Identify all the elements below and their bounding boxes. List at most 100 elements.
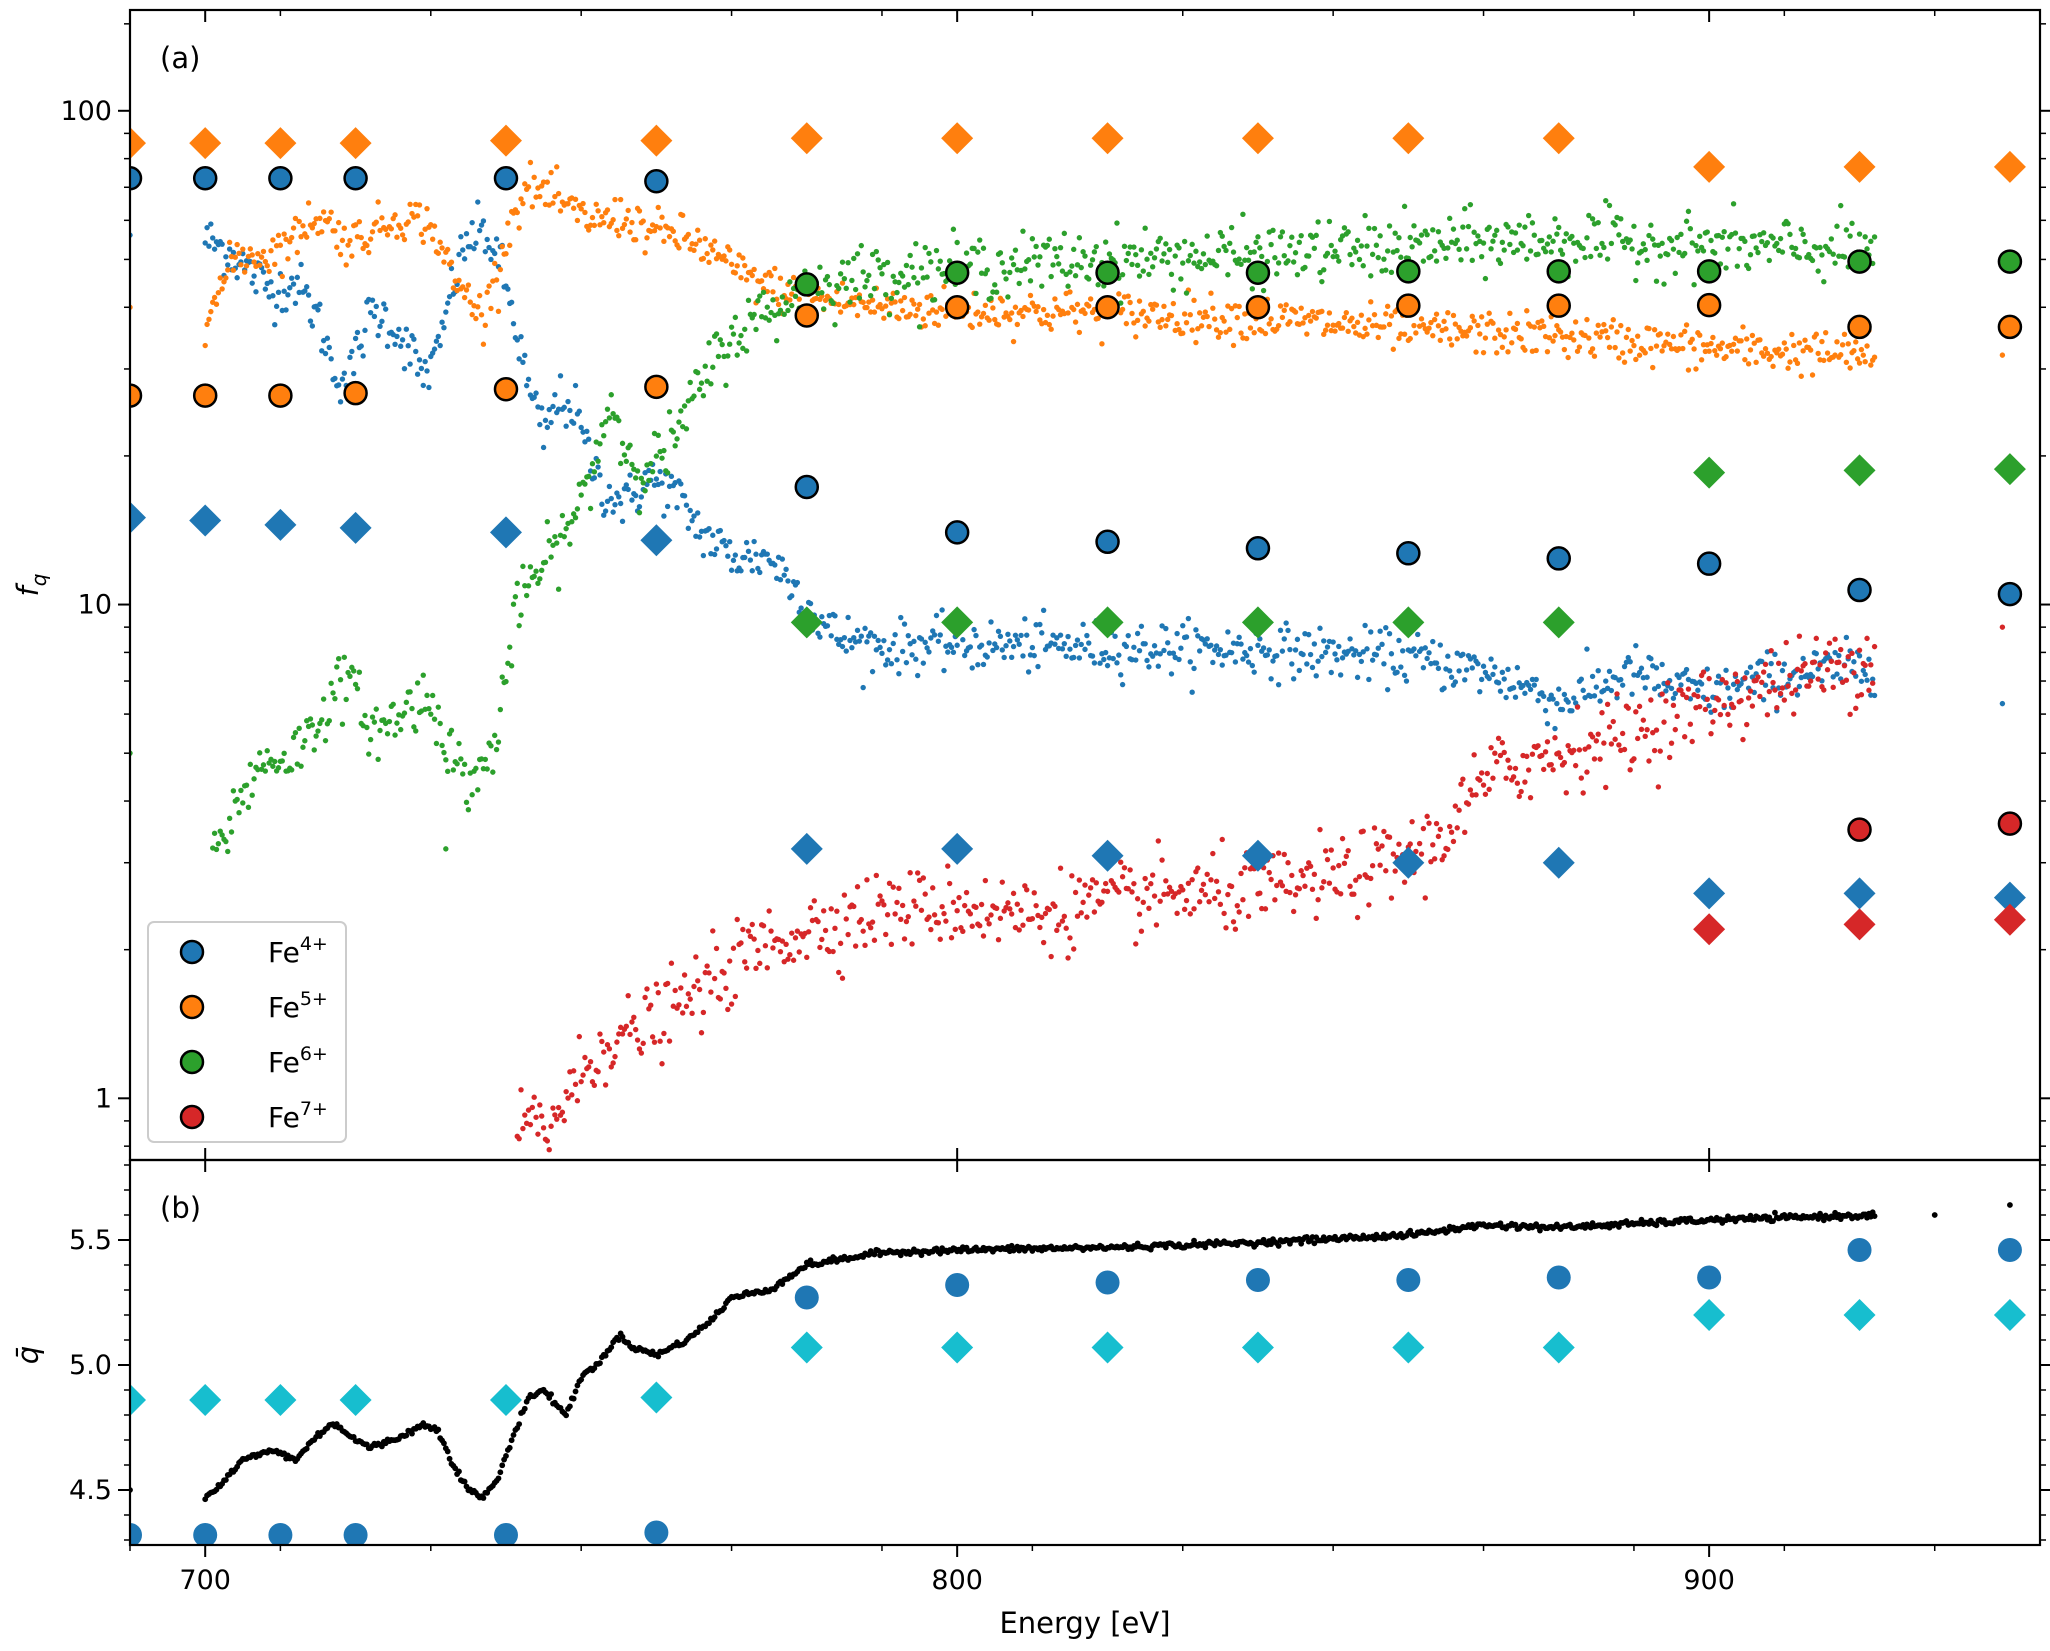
measured-point-fe4+: [1142, 641, 1148, 647]
measured-point-fe4+: [728, 567, 735, 573]
measured-point-fe7+: [1732, 671, 1739, 677]
measured-point-fe5+: [1494, 350, 1500, 356]
measured-point-fe4+: [1076, 655, 1083, 661]
measured-point-fe6+: [309, 722, 316, 728]
measured-point-fe4+: [1332, 651, 1338, 657]
measured-point-fe6+: [279, 758, 285, 764]
measured-point-fe7+: [1219, 836, 1225, 843]
measured-point-fe6+: [1700, 248, 1707, 254]
measured-point-fe4+: [685, 525, 692, 532]
measured-point-fe5+: [1606, 344, 1613, 351]
measured-point-fe5+: [1809, 372, 1816, 378]
measured-point-fe6+: [1604, 256, 1611, 262]
measured-point-fe4+: [597, 472, 603, 478]
model-circle-fe6+: [1997, 249, 2023, 274]
measured-point-fe6+: [1008, 255, 1015, 261]
measured-point-fe7+: [1710, 719, 1716, 725]
measured-point-fe4+: [1715, 673, 1722, 679]
measured-point-fe7+: [1685, 686, 1692, 692]
measured-point-fe7+: [941, 910, 947, 917]
measured-point-fe7+: [1351, 891, 1357, 897]
measured-point-fe4+: [602, 508, 609, 514]
measured-point-fe4+: [920, 660, 927, 666]
measured-point-fe5+: [1999, 352, 2006, 358]
measured-point-fe6+: [730, 331, 737, 337]
measured-point-fe7+: [522, 1112, 528, 1118]
measured-point-fe5+: [1503, 327, 1509, 333]
measured-point-fe4+: [931, 632, 938, 638]
measured-point-fe7+: [606, 1046, 613, 1052]
measured-point-fe7+: [1807, 678, 1814, 684]
measured-point-fe7+: [1383, 868, 1389, 874]
measured-point-fe4+: [881, 637, 887, 644]
measured-point-fe4+: [909, 652, 915, 658]
measured-point-fe6+: [1061, 230, 1068, 237]
measured-point-fe7+: [747, 933, 754, 940]
measured-point-fe5+: [711, 238, 718, 244]
measured-point-fe7+: [695, 978, 701, 984]
measured-point-fe7+: [1042, 910, 1049, 917]
measured-point-fe6+: [1433, 258, 1440, 264]
measured-point-fe7+: [1712, 707, 1718, 714]
measured-point-fe6+: [394, 720, 400, 726]
measured-point-fe6+: [1016, 280, 1022, 287]
measured-point-fe6+: [1386, 223, 1393, 229]
measured-point-fe6+: [875, 257, 881, 263]
measured-point-fe6+: [431, 716, 438, 722]
measured-point-fe7+: [1202, 891, 1209, 898]
measured-point-fe7+: [1510, 774, 1517, 780]
measured-point-fe6+: [860, 269, 866, 275]
measured-point-fe6+: [398, 726, 404, 733]
measured-point-fe5+: [706, 259, 712, 266]
measured-point-fe7+: [1824, 667, 1831, 673]
measured-point-fe6+: [1240, 211, 1246, 218]
measured-point-fe7+: [1054, 927, 1060, 933]
measured-point-fe6+: [1428, 253, 1434, 260]
measured-point-fe5+: [574, 217, 581, 224]
measured-point-fe4+: [539, 405, 545, 411]
measured-point-fe7+: [1416, 840, 1423, 847]
measured-point-fe4+: [443, 309, 449, 315]
measured-point-fe6+: [1159, 258, 1165, 264]
measured-point-fe7+: [1868, 662, 1874, 668]
measured-point-fe5+: [695, 227, 701, 233]
measured-point-fe5+: [1484, 321, 1491, 327]
measured-point-fe5+: [1292, 309, 1299, 315]
measured-point-fe7+: [1302, 883, 1308, 889]
measured-point-fe6+: [1356, 256, 1363, 263]
measured-point-fe6+: [1319, 278, 1325, 285]
measured-point-fe4+: [475, 199, 481, 205]
measured-point-fe4+: [1208, 642, 1214, 648]
measured-point-fe6+: [482, 756, 489, 763]
measured-point-fe7+: [1715, 697, 1722, 703]
measured-point-fe7+: [1744, 721, 1750, 728]
measured-point-fe6+: [638, 475, 645, 482]
measured-point-fe7+: [554, 1116, 560, 1122]
measured-point-fe5+: [1603, 328, 1609, 334]
measured-point-fe6+: [1512, 230, 1519, 236]
measured-point-fe5+: [213, 301, 220, 307]
measured-point-fe5+: [896, 315, 902, 322]
measured-point-fe7+: [1689, 738, 1695, 745]
measured-point-fe7+: [935, 920, 942, 926]
measured-point-fe6+: [871, 285, 878, 292]
model-circle-mean-charge: [1095, 1270, 1120, 1295]
measured-point-fe4+: [210, 235, 216, 241]
measured-point-fe5+: [486, 283, 492, 289]
measured-point-fe5+: [1195, 326, 1201, 332]
mean-charge-point: [602, 1352, 609, 1359]
measured-point-fe7+: [1262, 906, 1269, 912]
measured-point-fe4+: [1138, 623, 1145, 629]
measured-point-fe5+: [1183, 319, 1190, 326]
measured-point-fe7+: [1418, 851, 1425, 857]
measured-point-fe6+: [648, 460, 654, 467]
measured-point-fe6+: [905, 281, 911, 288]
measured-point-fe4+: [576, 408, 583, 414]
model-circle-mean-charge: [268, 1523, 293, 1545]
measured-point-fe7+: [894, 899, 900, 906]
measured-point-fe5+: [1471, 318, 1477, 324]
measured-point-fe5+: [775, 301, 782, 308]
measured-point-fe4+: [1683, 666, 1690, 673]
measured-point-fe4+: [1561, 691, 1568, 698]
measured-point-fe7+: [1721, 702, 1727, 709]
